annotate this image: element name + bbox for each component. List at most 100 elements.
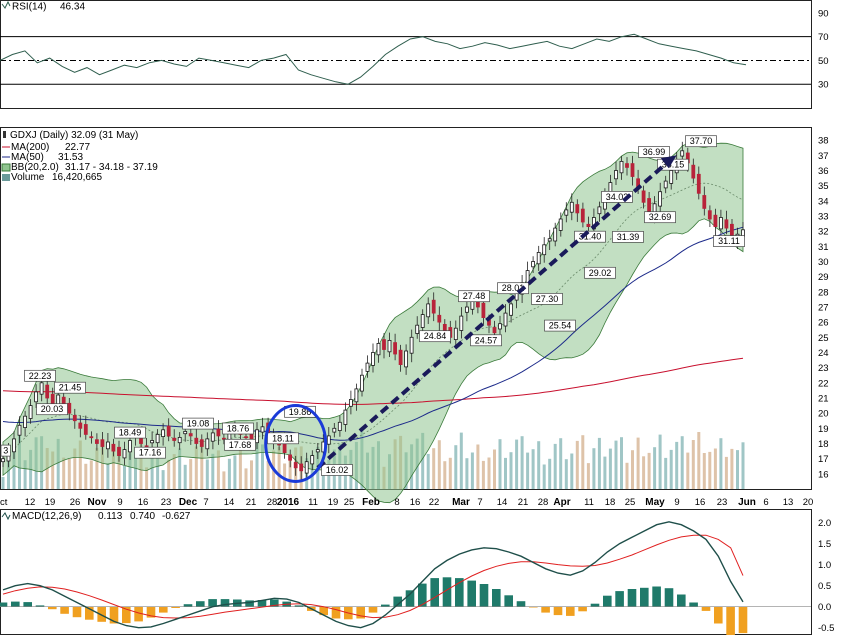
volume-bar xyxy=(261,444,264,489)
date-tick-label: Feb xyxy=(362,497,380,508)
volume-bar xyxy=(78,440,82,489)
rsi-panel: 30 50 70 90 xyxy=(0,8,829,91)
candle-body xyxy=(310,455,315,465)
price-tick-label: 37 xyxy=(818,151,829,162)
macd-tick-label: 1.5 xyxy=(818,539,831,550)
volume-bar xyxy=(597,437,601,489)
candle-body xyxy=(95,439,99,444)
volume-bar xyxy=(128,453,132,489)
volume-bar xyxy=(437,440,441,489)
date-tick-label: 8 xyxy=(394,497,399,508)
macd-histogram-bar xyxy=(479,584,489,607)
candle-body xyxy=(437,314,442,323)
candle-body xyxy=(67,402,72,414)
macd-histogram-bar xyxy=(72,606,82,618)
candle-body xyxy=(23,415,28,429)
candle-body xyxy=(691,164,696,179)
volume-bar xyxy=(211,453,215,489)
ma200-line xyxy=(2,357,744,405)
volume-bar xyxy=(470,452,474,489)
macd-histogram-bar xyxy=(566,606,575,616)
price-annotation-box xyxy=(458,290,490,303)
volume-bar xyxy=(724,456,728,489)
volume-bar xyxy=(575,440,579,489)
price-annotation-box xyxy=(644,211,676,224)
volume-bar xyxy=(200,445,204,489)
macd-histogram-bar xyxy=(319,606,328,616)
volume-bar xyxy=(504,457,507,489)
volume-bar xyxy=(636,437,640,489)
candle-body xyxy=(569,201,574,213)
macd-histogram-bar xyxy=(664,588,674,607)
macd-legend-label: MACD(12,26,9) xyxy=(12,511,81,522)
date-tick-label: 14 xyxy=(224,497,235,508)
volume-bar xyxy=(697,432,701,489)
bb-legend-icon xyxy=(1,163,11,172)
macd-line xyxy=(2,521,744,629)
candle-body xyxy=(34,391,38,403)
candle-body xyxy=(614,170,618,180)
price-annotation-label: 20.03 xyxy=(41,404,64,414)
candle-body xyxy=(1,458,5,463)
macd-signal-value: 0.740 xyxy=(130,511,155,522)
rsi-legend-value: 46.34 xyxy=(60,2,85,13)
macd-histogram-bar xyxy=(492,589,501,607)
price-annotation-label: 36.15 xyxy=(662,160,685,170)
date-tick-label: Jun xyxy=(738,497,756,508)
price-tick-label: 17 xyxy=(818,454,829,465)
volume-bar xyxy=(741,442,745,489)
macd-histogram-bar xyxy=(701,606,711,611)
candle-body xyxy=(492,327,497,334)
volume-bar xyxy=(283,463,287,489)
candle-body xyxy=(78,422,83,429)
macd-histogram-bar xyxy=(738,606,748,634)
candle-body xyxy=(183,430,188,435)
price-annotation-label: 24.84 xyxy=(424,331,447,341)
volume-bar xyxy=(67,458,71,489)
price-annotation-label: 34.03 xyxy=(606,192,629,202)
volume-bar xyxy=(62,457,66,489)
candle-body xyxy=(28,405,33,419)
candle-body xyxy=(680,150,685,157)
price-tick-label: 34 xyxy=(818,196,829,207)
date-tick-label: 23 xyxy=(717,497,728,508)
volume-bar xyxy=(691,440,695,489)
price-tick-label: 18 xyxy=(818,439,829,450)
price-tick-label: 21 xyxy=(818,393,829,404)
candle-body xyxy=(531,261,535,268)
volume-bar xyxy=(227,458,231,489)
macd-histogram-bar xyxy=(257,600,267,607)
volume-bar xyxy=(559,438,563,489)
candle-body xyxy=(625,163,629,168)
volume-bar xyxy=(459,432,463,489)
price-annotation-box xyxy=(574,230,606,243)
volume-bar xyxy=(520,436,524,489)
volume-bar xyxy=(56,438,60,489)
date-tick-label: 16 xyxy=(695,497,706,508)
macd-histogram-bar xyxy=(294,605,304,607)
date-axis: ct 12 19 26 Nov 9 16 23 Dec 7 14 21 28 2016 11 19 25 Feb 8… xyxy=(0,497,813,508)
candle-body xyxy=(564,209,569,216)
volume-bar xyxy=(658,434,662,489)
date-tick-label: 9 xyxy=(674,497,679,508)
candle-body xyxy=(304,461,309,474)
price-annotation-label: 16.02 xyxy=(326,465,349,475)
candle-body xyxy=(503,312,508,327)
candle-body xyxy=(387,339,392,353)
volume-bar xyxy=(73,448,77,489)
candle-body xyxy=(177,436,182,444)
price-title: GDXJ (Daily) 32.09 (31 May) xyxy=(10,130,138,141)
date-tick-label: 21 xyxy=(518,497,529,508)
candle-body xyxy=(553,227,558,242)
date-tick-label: May xyxy=(645,497,665,508)
volume-bar xyxy=(592,448,596,489)
macd-histogram-bar xyxy=(171,606,180,608)
price-tick-label: 20 xyxy=(818,409,829,420)
candle-legend-icon xyxy=(3,131,6,138)
volume-bar xyxy=(730,448,734,489)
candle-body xyxy=(332,427,337,433)
candle-body xyxy=(498,323,502,330)
ma50-legend-label: MA(50) xyxy=(11,152,44,163)
candle-body xyxy=(669,170,674,184)
volume-bar xyxy=(178,448,182,489)
